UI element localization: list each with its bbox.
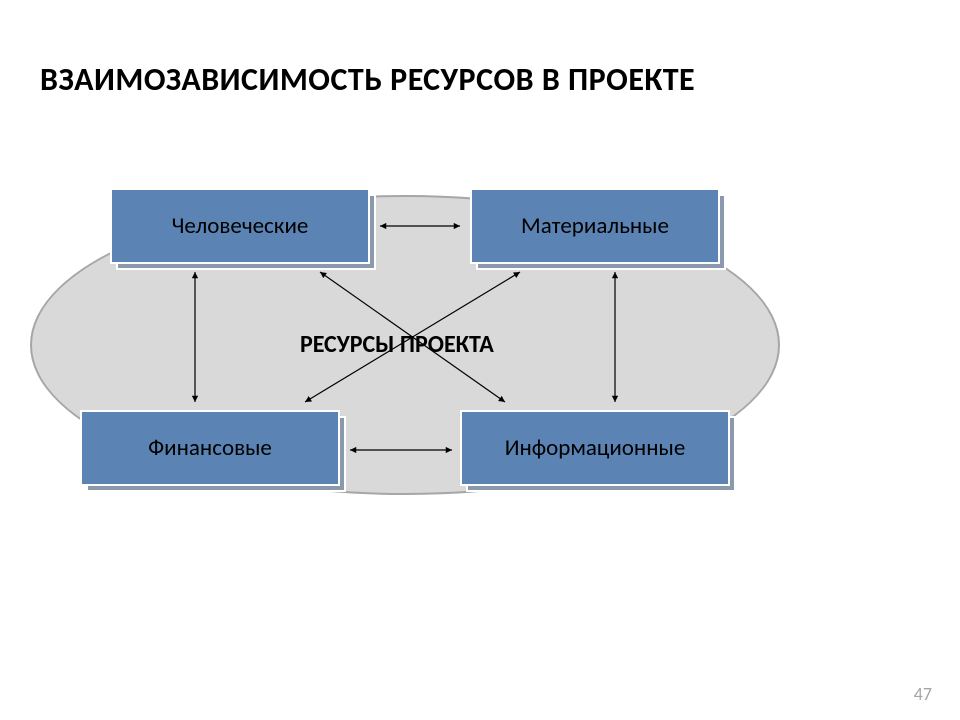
node-label: Материальные	[521, 212, 669, 240]
edge-human-material	[380, 223, 460, 229]
edge-human-financial	[192, 272, 198, 402]
node-label: Человеческие	[172, 212, 309, 240]
node-box: Финансовые	[80, 410, 340, 486]
node-label: Информационные	[505, 434, 686, 462]
node-label: Финансовые	[148, 434, 272, 462]
resources-diagram: РЕСУРСЫ ПРОЕКТА Человеческие Материальные Ф…	[30, 160, 780, 520]
node-material: Материальные	[470, 188, 720, 264]
edge-material-info	[612, 272, 618, 402]
node-box: Информационные	[460, 410, 730, 486]
node-financial: Финансовые	[80, 410, 340, 486]
center-label: РЕСУРСЫ ПРОЕКТА	[300, 330, 494, 359]
node-human: Человеческие	[110, 188, 370, 264]
slide-title: ВЗАИМОЗАВИСИМОСТЬ РЕСУРСОВ В ПРОЕКТЕ	[40, 60, 920, 99]
node-box: Человеческие	[110, 188, 370, 264]
page-number: 47	[914, 683, 932, 705]
node-info: Информационные	[460, 410, 730, 486]
edge-financial-info	[350, 447, 452, 453]
node-box: Материальные	[470, 188, 720, 264]
